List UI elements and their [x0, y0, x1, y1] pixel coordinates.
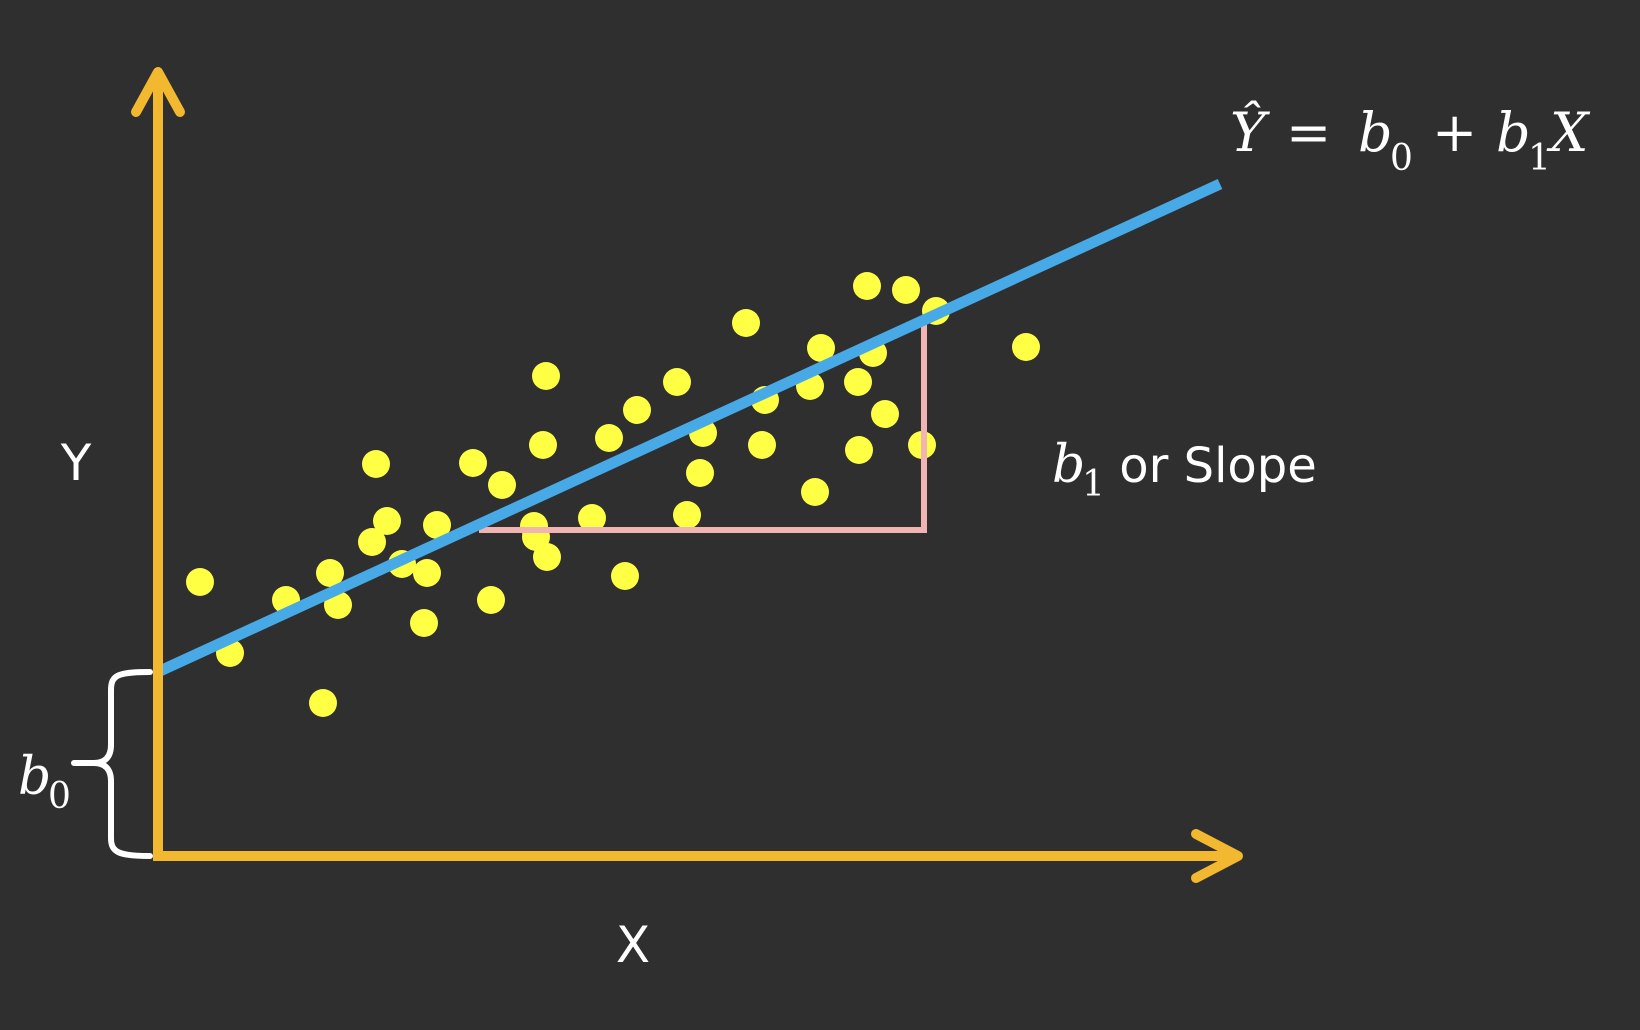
x-axis-arrowhead [1191, 829, 1243, 883]
equation-yhat: Ŷ [1230, 99, 1270, 164]
equation-plus: + [1432, 101, 1477, 164]
intercept-label: b 0 [18, 747, 71, 817]
scatter-point [358, 528, 386, 556]
intercept-symbol: b [18, 747, 51, 807]
scatter-point [871, 400, 899, 428]
equation-b1-subscript: 1 [1528, 138, 1551, 179]
scatter-point [533, 543, 561, 571]
scatter-point [578, 504, 606, 532]
scatter-point [595, 424, 623, 452]
slope-label: b 1 or Slope [1052, 435, 1317, 505]
y-axis-arrowhead [131, 67, 185, 117]
equation-b1: b [1496, 101, 1531, 164]
scatter-point [844, 368, 872, 396]
scatter-point [373, 507, 401, 535]
scatter-point [732, 309, 760, 337]
y-axis-label: Y [60, 434, 92, 492]
scatter-point [316, 559, 344, 587]
intercept-subscript: 0 [48, 776, 71, 817]
equation-b0-subscript: 0 [1390, 138, 1413, 179]
scatter-point [410, 609, 438, 637]
scatter-point [807, 334, 835, 362]
equation-equals: = [1286, 101, 1331, 164]
scatter-point [488, 471, 516, 499]
scatter-point [1012, 333, 1040, 361]
scatter-point [801, 478, 829, 506]
regression-equation: Ŷ = b 0 + b 1 X [1230, 99, 1591, 179]
scatter-point [748, 431, 776, 459]
slope-triangle [479, 322, 927, 533]
scatter-point [892, 276, 920, 304]
scatter-point [423, 511, 451, 539]
scatter-point [362, 450, 390, 478]
scatter-point [477, 586, 505, 614]
scatter-point [309, 689, 337, 717]
scatter-point [623, 396, 651, 424]
scatter-point [663, 368, 691, 396]
scatter-point [611, 562, 639, 590]
scatter-points [186, 272, 1040, 717]
scatter-point [853, 272, 881, 300]
scatter-point [686, 459, 714, 487]
scatter-point [532, 362, 560, 390]
scatter-point [529, 431, 557, 459]
scatter-point [845, 436, 873, 464]
slope-subscript: 1 [1082, 464, 1105, 505]
equation-x: X [1546, 101, 1591, 164]
slope-symbol: b [1052, 435, 1085, 495]
scatter-point [413, 559, 441, 587]
scatter-point [186, 568, 214, 596]
slope-text: or Slope [1104, 438, 1317, 494]
equation-b0: b [1358, 101, 1393, 164]
scatter-point [459, 449, 487, 477]
regression-line [157, 179, 1223, 676]
intercept-brace [71, 669, 153, 859]
x-axis-label: X [616, 916, 650, 974]
scatter-point [673, 501, 701, 529]
